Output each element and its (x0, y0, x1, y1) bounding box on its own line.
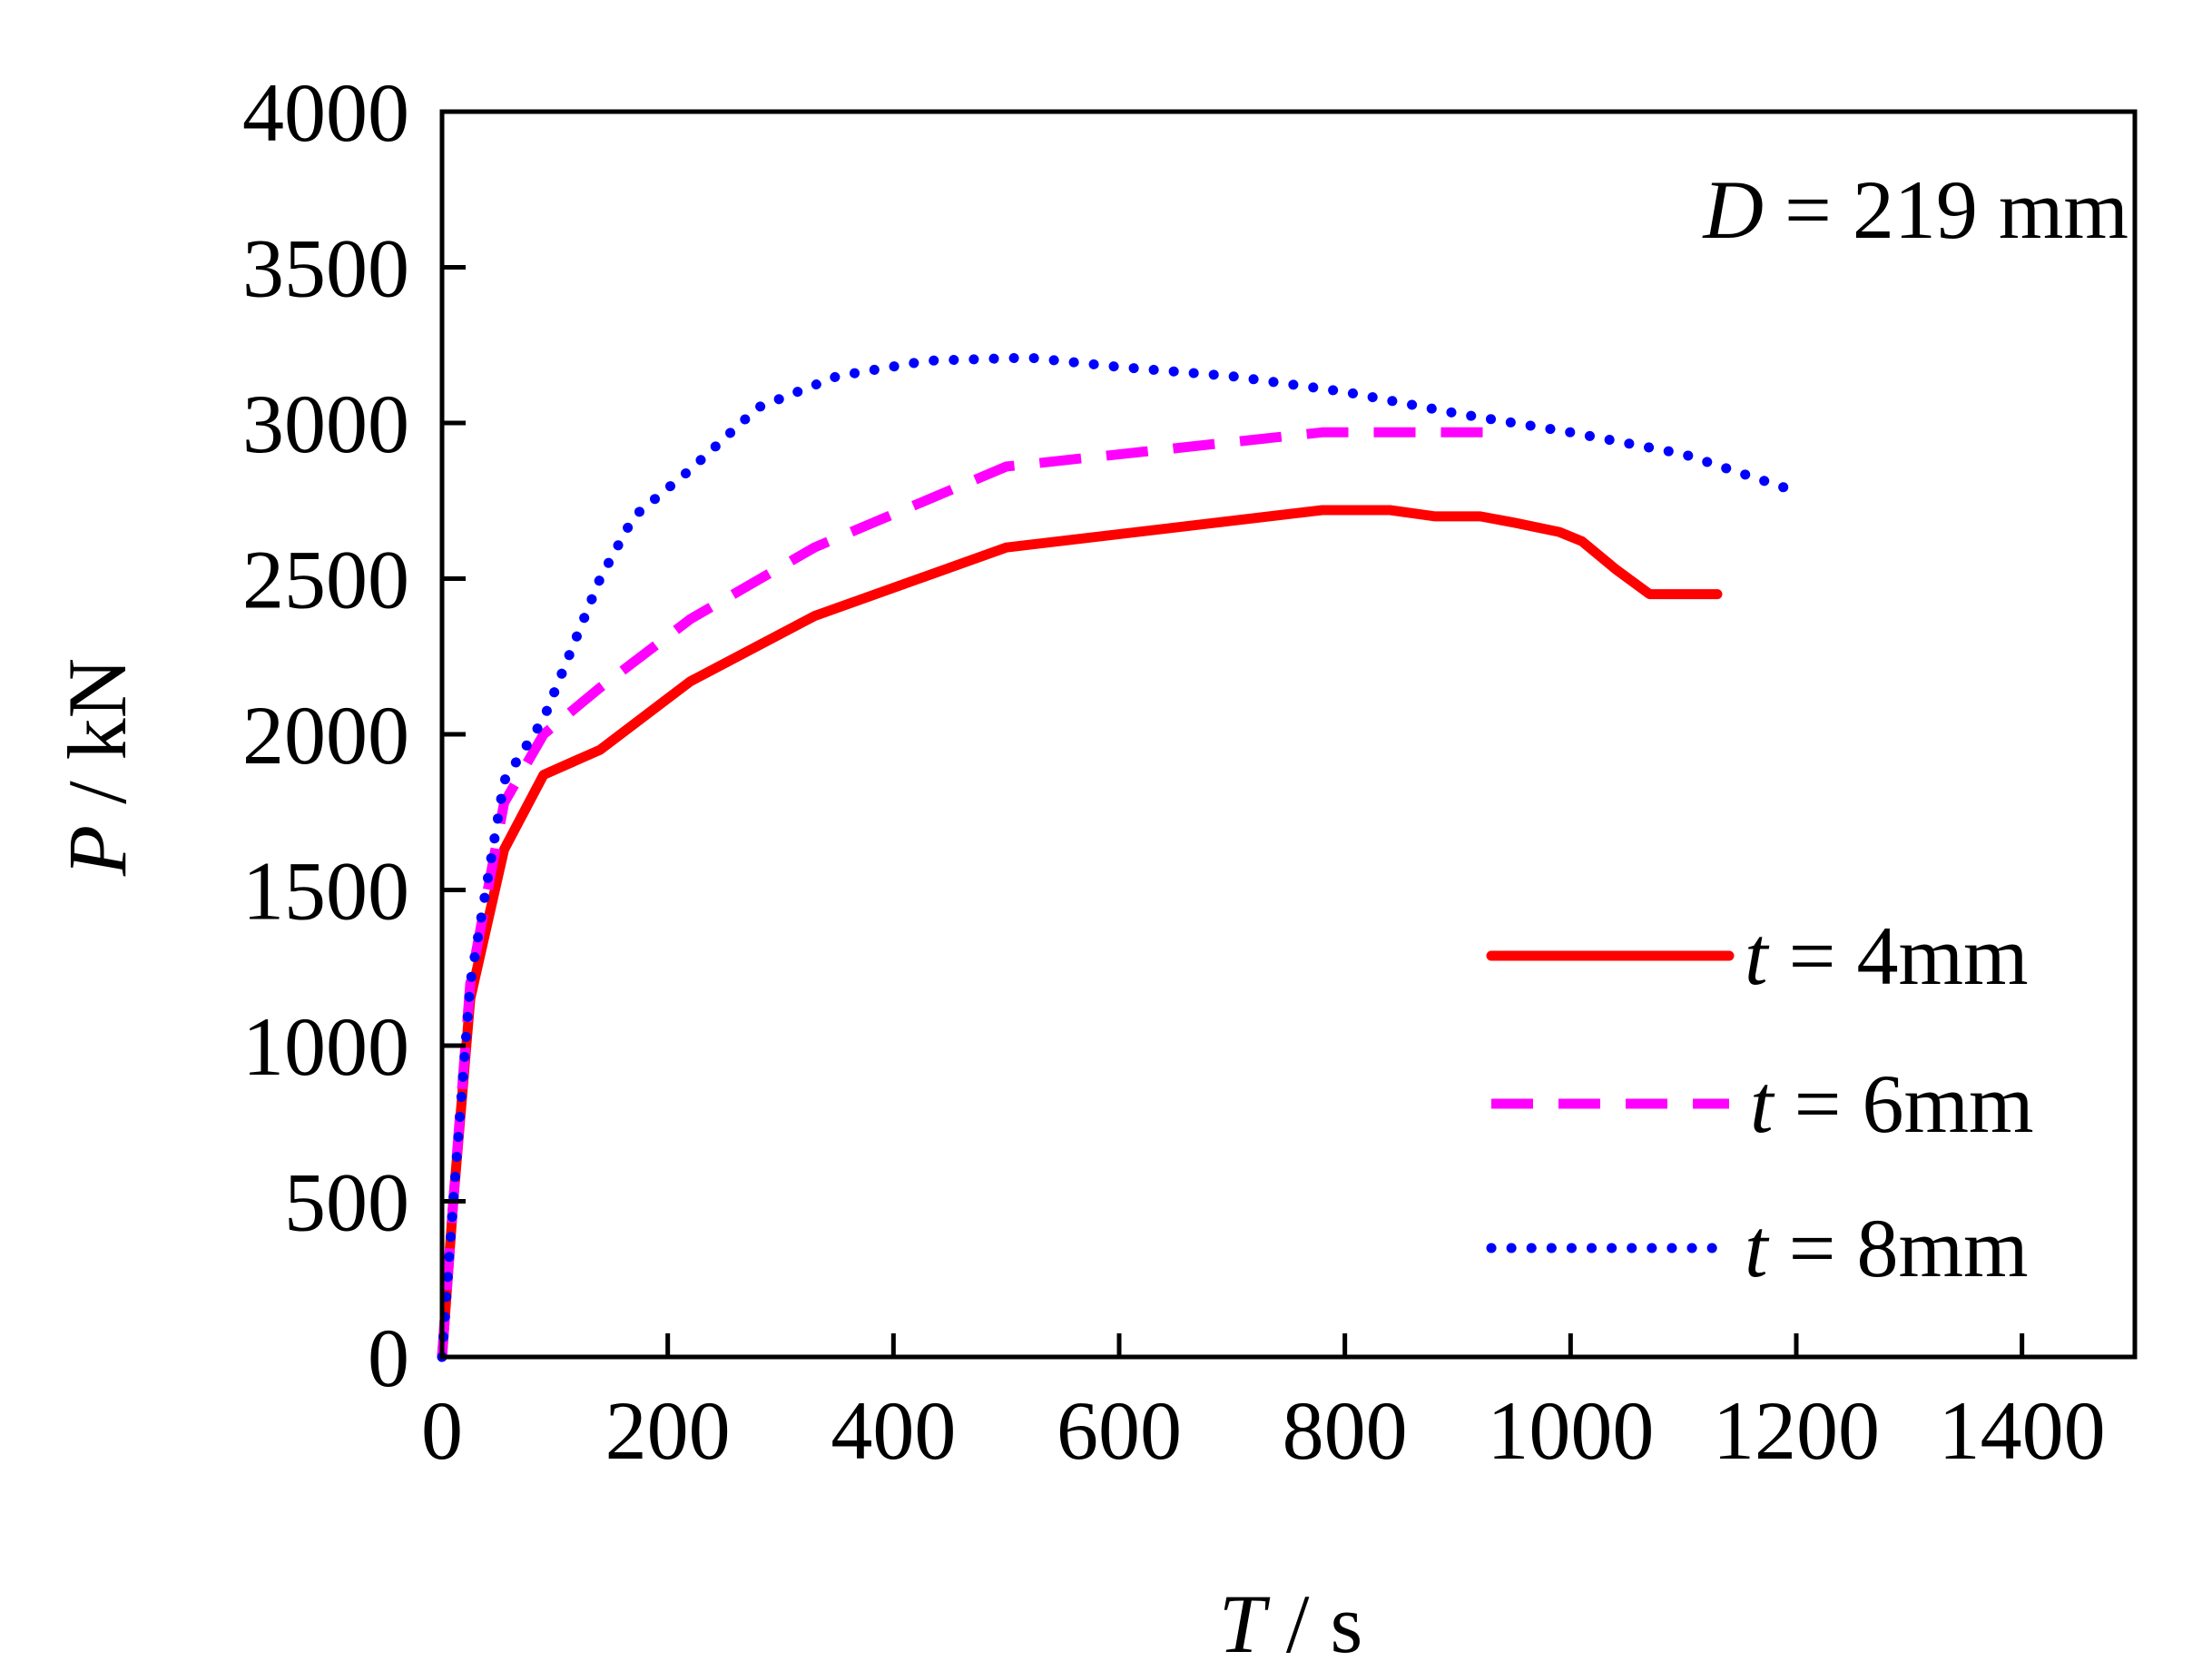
annotation-variable: D (1702, 163, 1764, 256)
x-tick-label: 400 (831, 1384, 956, 1477)
y-tick-label: 1500 (242, 845, 409, 938)
legend-var-t6: t (1750, 1057, 1775, 1150)
axis-ticks: 0 200 400 600 800 1000 1200 1400 0 500 1000 1500 200… (242, 66, 2106, 1477)
y-tick-label: 0 (368, 1312, 409, 1404)
series-line-4mm (437, 505, 1723, 1362)
x-tick-label: 1000 (1487, 1384, 1654, 1477)
legend-label-t4: t = 4mm (1745, 909, 2029, 1002)
y-tick-label: 3500 (242, 222, 409, 315)
y-axis-title: P / kN (51, 658, 143, 877)
y-tick-label: 2000 (242, 689, 409, 781)
legend-text-t4: = 4mm (1768, 909, 2029, 1002)
legend-var-t8: t (1745, 1202, 1770, 1294)
x-axis-title: T / s (1219, 1578, 1363, 1670)
y-axis-unit: / kN (51, 658, 143, 825)
x-tick-label: 200 (605, 1384, 731, 1477)
y-axis-variable: P (51, 825, 143, 877)
x-tick-label: 1200 (1713, 1384, 1880, 1477)
series-line-8mm (437, 352, 1802, 1362)
x-tick-label: 600 (1057, 1384, 1182, 1477)
y-tick-label: 4000 (242, 66, 409, 159)
y-tick-label: 2500 (242, 534, 409, 626)
annotation-label: D = 219 mm (1702, 163, 2128, 256)
legend-var-t4: t (1745, 909, 1770, 1002)
annotation-text: = 219 mm (1764, 163, 2128, 256)
legend-label-t8: t = 8mm (1745, 1202, 2029, 1294)
y-tick-label: 500 (284, 1156, 409, 1249)
legend-text-t6: = 6mm (1774, 1057, 2034, 1150)
legend-text-t8: = 8mm (1768, 1202, 2029, 1294)
x-axis-variable: T (1219, 1578, 1271, 1670)
y-tick-label: 3000 (242, 378, 409, 470)
x-tick-label: 800 (1283, 1384, 1408, 1477)
x-tick-label: 0 (421, 1384, 463, 1477)
legend-label-t6: t = 6mm (1750, 1057, 2034, 1150)
y-tick-label: 1000 (242, 1000, 409, 1093)
legend: t = 4mm t = 6mm t = 8mm (1486, 909, 2034, 1294)
x-axis-unit: / s (1265, 1578, 1362, 1670)
series-layer (437, 352, 1802, 1362)
x-tick-label: 1400 (1939, 1384, 2106, 1477)
